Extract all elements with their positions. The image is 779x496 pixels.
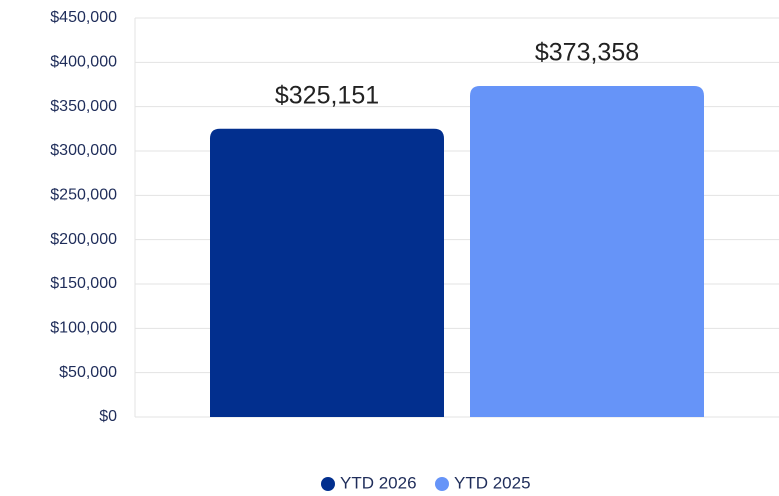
y-tick-label: $450,000 [50,9,117,26]
legend-label: YTD 2026 [340,473,417,492]
legend-label: YTD 2025 [454,473,531,492]
y-tick-label: $400,000 [50,54,117,71]
y-tick-label: $100,000 [50,320,117,337]
y-tick-label: $350,000 [50,98,117,115]
y-tick-label: $200,000 [50,231,117,248]
y-tick-label: $150,000 [50,275,117,292]
y-tick-label: $250,000 [50,187,117,204]
bar [210,128,444,417]
value-label: $325,151 [275,81,379,109]
y-tick-label: $0 [99,408,117,425]
y-tick-label: $50,000 [59,364,117,381]
value-label: $373,358 [535,39,639,67]
legend-swatch [435,477,449,491]
bar [470,85,704,418]
legend-swatch [321,477,335,491]
y-tick-label: $300,000 [50,142,117,159]
